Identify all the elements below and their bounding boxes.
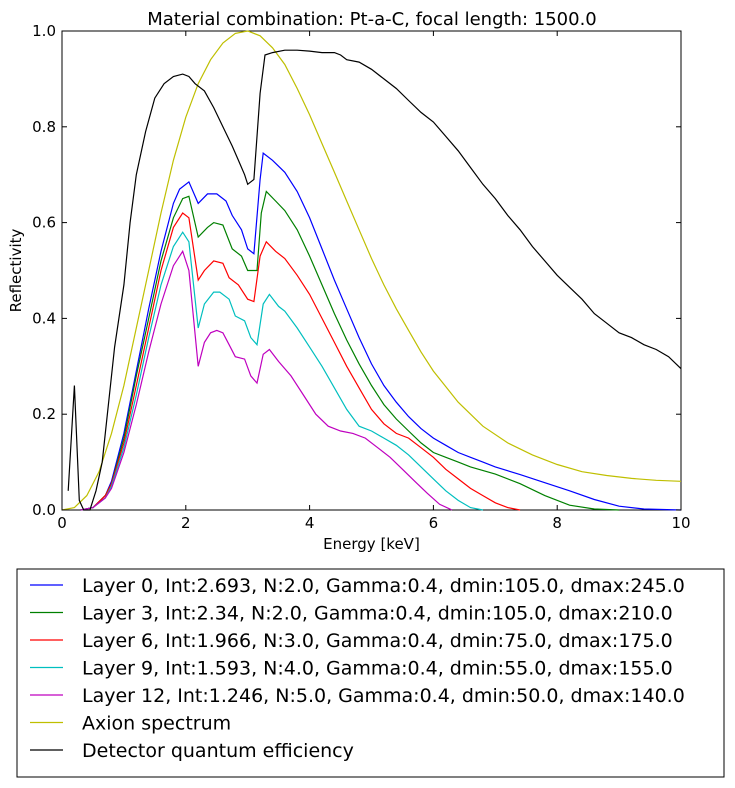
plot-frame (61, 30, 682, 511)
chart-title: Material combination: Pt-a-C, focal leng… (147, 9, 597, 30)
x-tick-label: 8 (552, 514, 562, 532)
legend-label-3: Layer 9, Int:1.593, N:4.0, Gamma:0.4, dm… (82, 658, 673, 680)
y-tick-label: 0.6 (32, 214, 56, 232)
series-line-5 (61, 30, 682, 511)
legend-frame (16, 568, 725, 778)
x-tick-label: 4 (305, 514, 315, 532)
ticks-group: 0 2 4 6 8 10 0.0 0.2 0.4 0.6 0.8 1.0 (32, 22, 690, 532)
series-line-0 (80, 151, 682, 511)
legend-label-6: Detector quantum efficiency (82, 740, 354, 762)
series-line-2 (80, 212, 521, 511)
series-group (61, 30, 682, 511)
y-tick-label: 0.0 (32, 501, 56, 519)
x-axis-label: Energy [keV] (323, 535, 420, 553)
series-line-4 (80, 249, 453, 511)
x-tick-label: 2 (181, 514, 191, 532)
y-tick-label: 0.2 (32, 405, 56, 423)
x-tick-label: 0 (57, 514, 67, 532)
y-tick-label: 1.0 (32, 22, 56, 40)
legend-label-4: Layer 12, Int:1.246, N:5.0, Gamma:0.4, d… (82, 685, 685, 707)
y-axis-label: Reflectivity (7, 229, 25, 313)
legend-items: Layer 0, Int:2.693, N:2.0, Gamma:0.4, dm… (30, 575, 685, 762)
legend-label-5: Axion spectrum (82, 713, 231, 735)
legend-label-0: Layer 0, Int:2.693, N:2.0, Gamma:0.4, dm… (82, 575, 685, 597)
plot-area: 0 2 4 6 8 10 0.0 0.2 0.4 0.6 0.8 1.0 (32, 22, 690, 532)
x-tick-label: 10 (671, 514, 690, 532)
y-tick-label: 0.4 (32, 309, 56, 327)
legend-label-1: Layer 3, Int:2.34, N:2.0, Gamma:0.4, dmi… (82, 603, 673, 625)
x-tick-label: 6 (429, 514, 439, 532)
series-line-6 (67, 49, 682, 511)
legend: Layer 0, Int:2.693, N:2.0, Gamma:0.4, dm… (16, 568, 725, 778)
y-tick-label: 0.8 (32, 118, 56, 136)
series-line-3 (80, 231, 484, 511)
series-line-1 (80, 190, 620, 511)
legend-label-2: Layer 6, Int:1.966, N:3.0, Gamma:0.4, dm… (82, 630, 673, 652)
